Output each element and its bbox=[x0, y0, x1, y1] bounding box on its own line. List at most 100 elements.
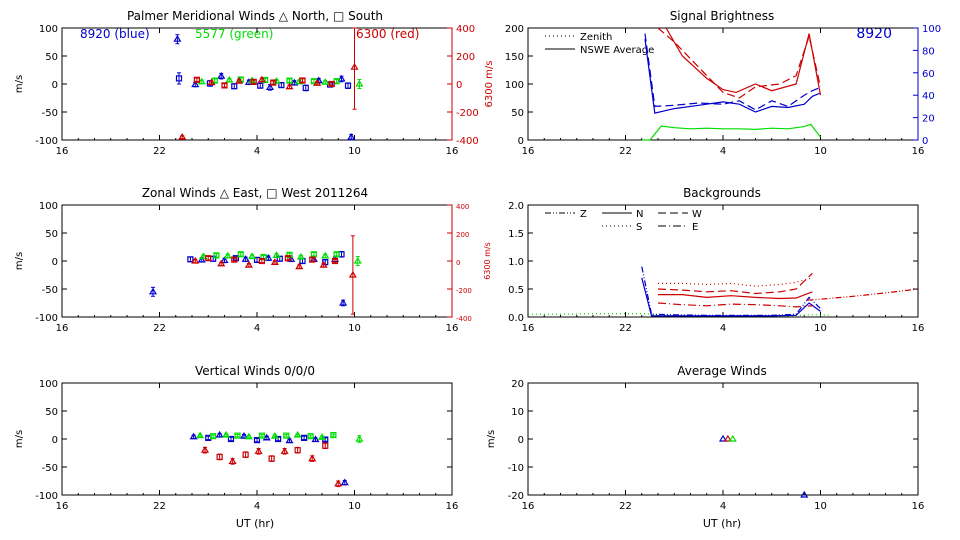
data-point-triangle bbox=[191, 80, 200, 88]
y-tick-label: 2.0 bbox=[508, 201, 524, 212]
data-point-triangle bbox=[287, 255, 296, 262]
y-tick-label: -100 bbox=[35, 313, 58, 324]
y-right-tick-label: -200 bbox=[456, 108, 479, 119]
series-line-8920-average bbox=[644, 39, 821, 114]
data-point-triangle bbox=[217, 71, 226, 79]
data-point-triangle bbox=[173, 35, 182, 42]
data-point-square bbox=[262, 76, 269, 84]
data-point-triangle bbox=[317, 433, 327, 440]
y-right-tick-label: 100 bbox=[922, 24, 941, 35]
x-tick-label: 10 bbox=[348, 323, 361, 334]
y-tick-label: 20 bbox=[511, 379, 524, 390]
y-tick-label: 100 bbox=[505, 80, 524, 91]
data-point-square bbox=[275, 435, 282, 443]
data-point-triangle bbox=[178, 133, 187, 140]
series-line-blue-Z bbox=[641, 266, 821, 316]
legend-item: Zenith bbox=[580, 32, 612, 43]
y-axis-label-right: 6300 m/s bbox=[484, 61, 495, 108]
data-point-triangle bbox=[197, 255, 206, 263]
data-point-triangle bbox=[196, 431, 205, 439]
x-tick-label: 4 bbox=[720, 146, 726, 157]
data-point-triangle bbox=[355, 434, 364, 442]
data-point-triangle bbox=[254, 447, 263, 454]
data-point-triangle bbox=[244, 432, 253, 440]
x-tick-label: 16 bbox=[56, 323, 69, 334]
data-point-triangle bbox=[296, 252, 305, 260]
chart-title: Vertical Winds 0/0/0 bbox=[195, 364, 315, 378]
data-point-square bbox=[221, 82, 228, 89]
data-point-square bbox=[237, 251, 244, 258]
data-point-triangle bbox=[265, 83, 275, 90]
data-point-triangle bbox=[262, 433, 271, 441]
y-right-tick-label: 0 bbox=[456, 80, 462, 91]
data-point-square bbox=[231, 83, 238, 90]
data-point-square bbox=[270, 79, 277, 86]
data-point-triangle bbox=[350, 63, 359, 70]
y-tick-label: 0 bbox=[518, 136, 524, 147]
x-tick-label: 22 bbox=[619, 146, 632, 157]
x-tick-label: 10 bbox=[814, 501, 827, 512]
data-point-square bbox=[258, 257, 265, 265]
data-point-triangle bbox=[257, 75, 266, 83]
data-point-triangle bbox=[222, 430, 231, 438]
data-point-square bbox=[286, 251, 293, 258]
data-point-triangle bbox=[718, 434, 728, 442]
data-point-triangle bbox=[339, 298, 348, 306]
y-right-tick-label: 0 bbox=[456, 259, 460, 267]
x-tick-label: 16 bbox=[56, 501, 69, 512]
series-line-5577-average bbox=[641, 123, 821, 141]
legend-item: E bbox=[692, 222, 698, 233]
y-right-tick-label: 200 bbox=[456, 231, 469, 239]
y-right-tick-label: -400 bbox=[456, 136, 479, 147]
chart-title: Palmer Meridional Winds △ North, □ South bbox=[127, 9, 383, 23]
panel-average: Average Winds m/s UT (hr) bbox=[486, 364, 767, 530]
data-point-square bbox=[284, 255, 291, 262]
y-right-tick-label: 40 bbox=[922, 91, 935, 102]
y-tick-label: 10 bbox=[511, 407, 524, 418]
y-tick-label: -50 bbox=[42, 463, 58, 474]
x-axis-label: UT (hr) bbox=[703, 517, 741, 530]
data-point-square bbox=[322, 442, 329, 449]
x-tick-label: 16 bbox=[912, 323, 925, 334]
y-tick-label: 50 bbox=[45, 229, 58, 240]
data-point-triangle bbox=[293, 430, 302, 438]
data-point-triangle bbox=[200, 446, 210, 453]
y-right-tick-label: -400 bbox=[456, 315, 472, 323]
y-tick-label: 1.0 bbox=[508, 257, 524, 268]
panel-meridional: Palmer Meridional Winds △ North, □ South… bbox=[14, 9, 495, 107]
series-line-red-N bbox=[658, 291, 813, 300]
y-tick-label: -10 bbox=[508, 463, 524, 474]
data-point-triangle bbox=[347, 133, 356, 140]
data-point-square bbox=[330, 431, 337, 439]
y-right-tick-label: 80 bbox=[922, 46, 935, 57]
data-point-square bbox=[187, 256, 194, 263]
x-tick-label: 16 bbox=[446, 323, 459, 334]
y-right-tick-label: 60 bbox=[922, 69, 935, 80]
series-line-red-W bbox=[657, 272, 813, 295]
data-point-square bbox=[227, 435, 235, 443]
data-point-triangle bbox=[225, 75, 234, 83]
legend-item: N bbox=[636, 209, 643, 220]
data-point-square bbox=[193, 76, 200, 83]
data-point-square bbox=[216, 453, 223, 461]
data-point-square bbox=[301, 434, 308, 441]
series-line-6300-zenith bbox=[657, 27, 822, 99]
data-point-triangle bbox=[239, 432, 249, 439]
data-point-triangle bbox=[220, 256, 229, 264]
y-tick-label: 0.0 bbox=[508, 313, 524, 324]
y-axis-label: m/s bbox=[14, 430, 25, 448]
x-tick-label: 16 bbox=[912, 146, 925, 157]
chart-title: Average Winds bbox=[677, 364, 767, 378]
data-point-square bbox=[242, 451, 249, 458]
data-point-triangle bbox=[285, 82, 294, 90]
y-axis-label: m/s bbox=[486, 430, 497, 448]
data-point-triangle bbox=[290, 78, 299, 86]
data-point-triangle bbox=[311, 435, 320, 443]
y-tick-label: -100 bbox=[35, 491, 58, 502]
y-tick-label: 200 bbox=[505, 24, 524, 35]
data-point-square bbox=[257, 82, 264, 89]
y-tick-label: 0 bbox=[52, 257, 58, 268]
